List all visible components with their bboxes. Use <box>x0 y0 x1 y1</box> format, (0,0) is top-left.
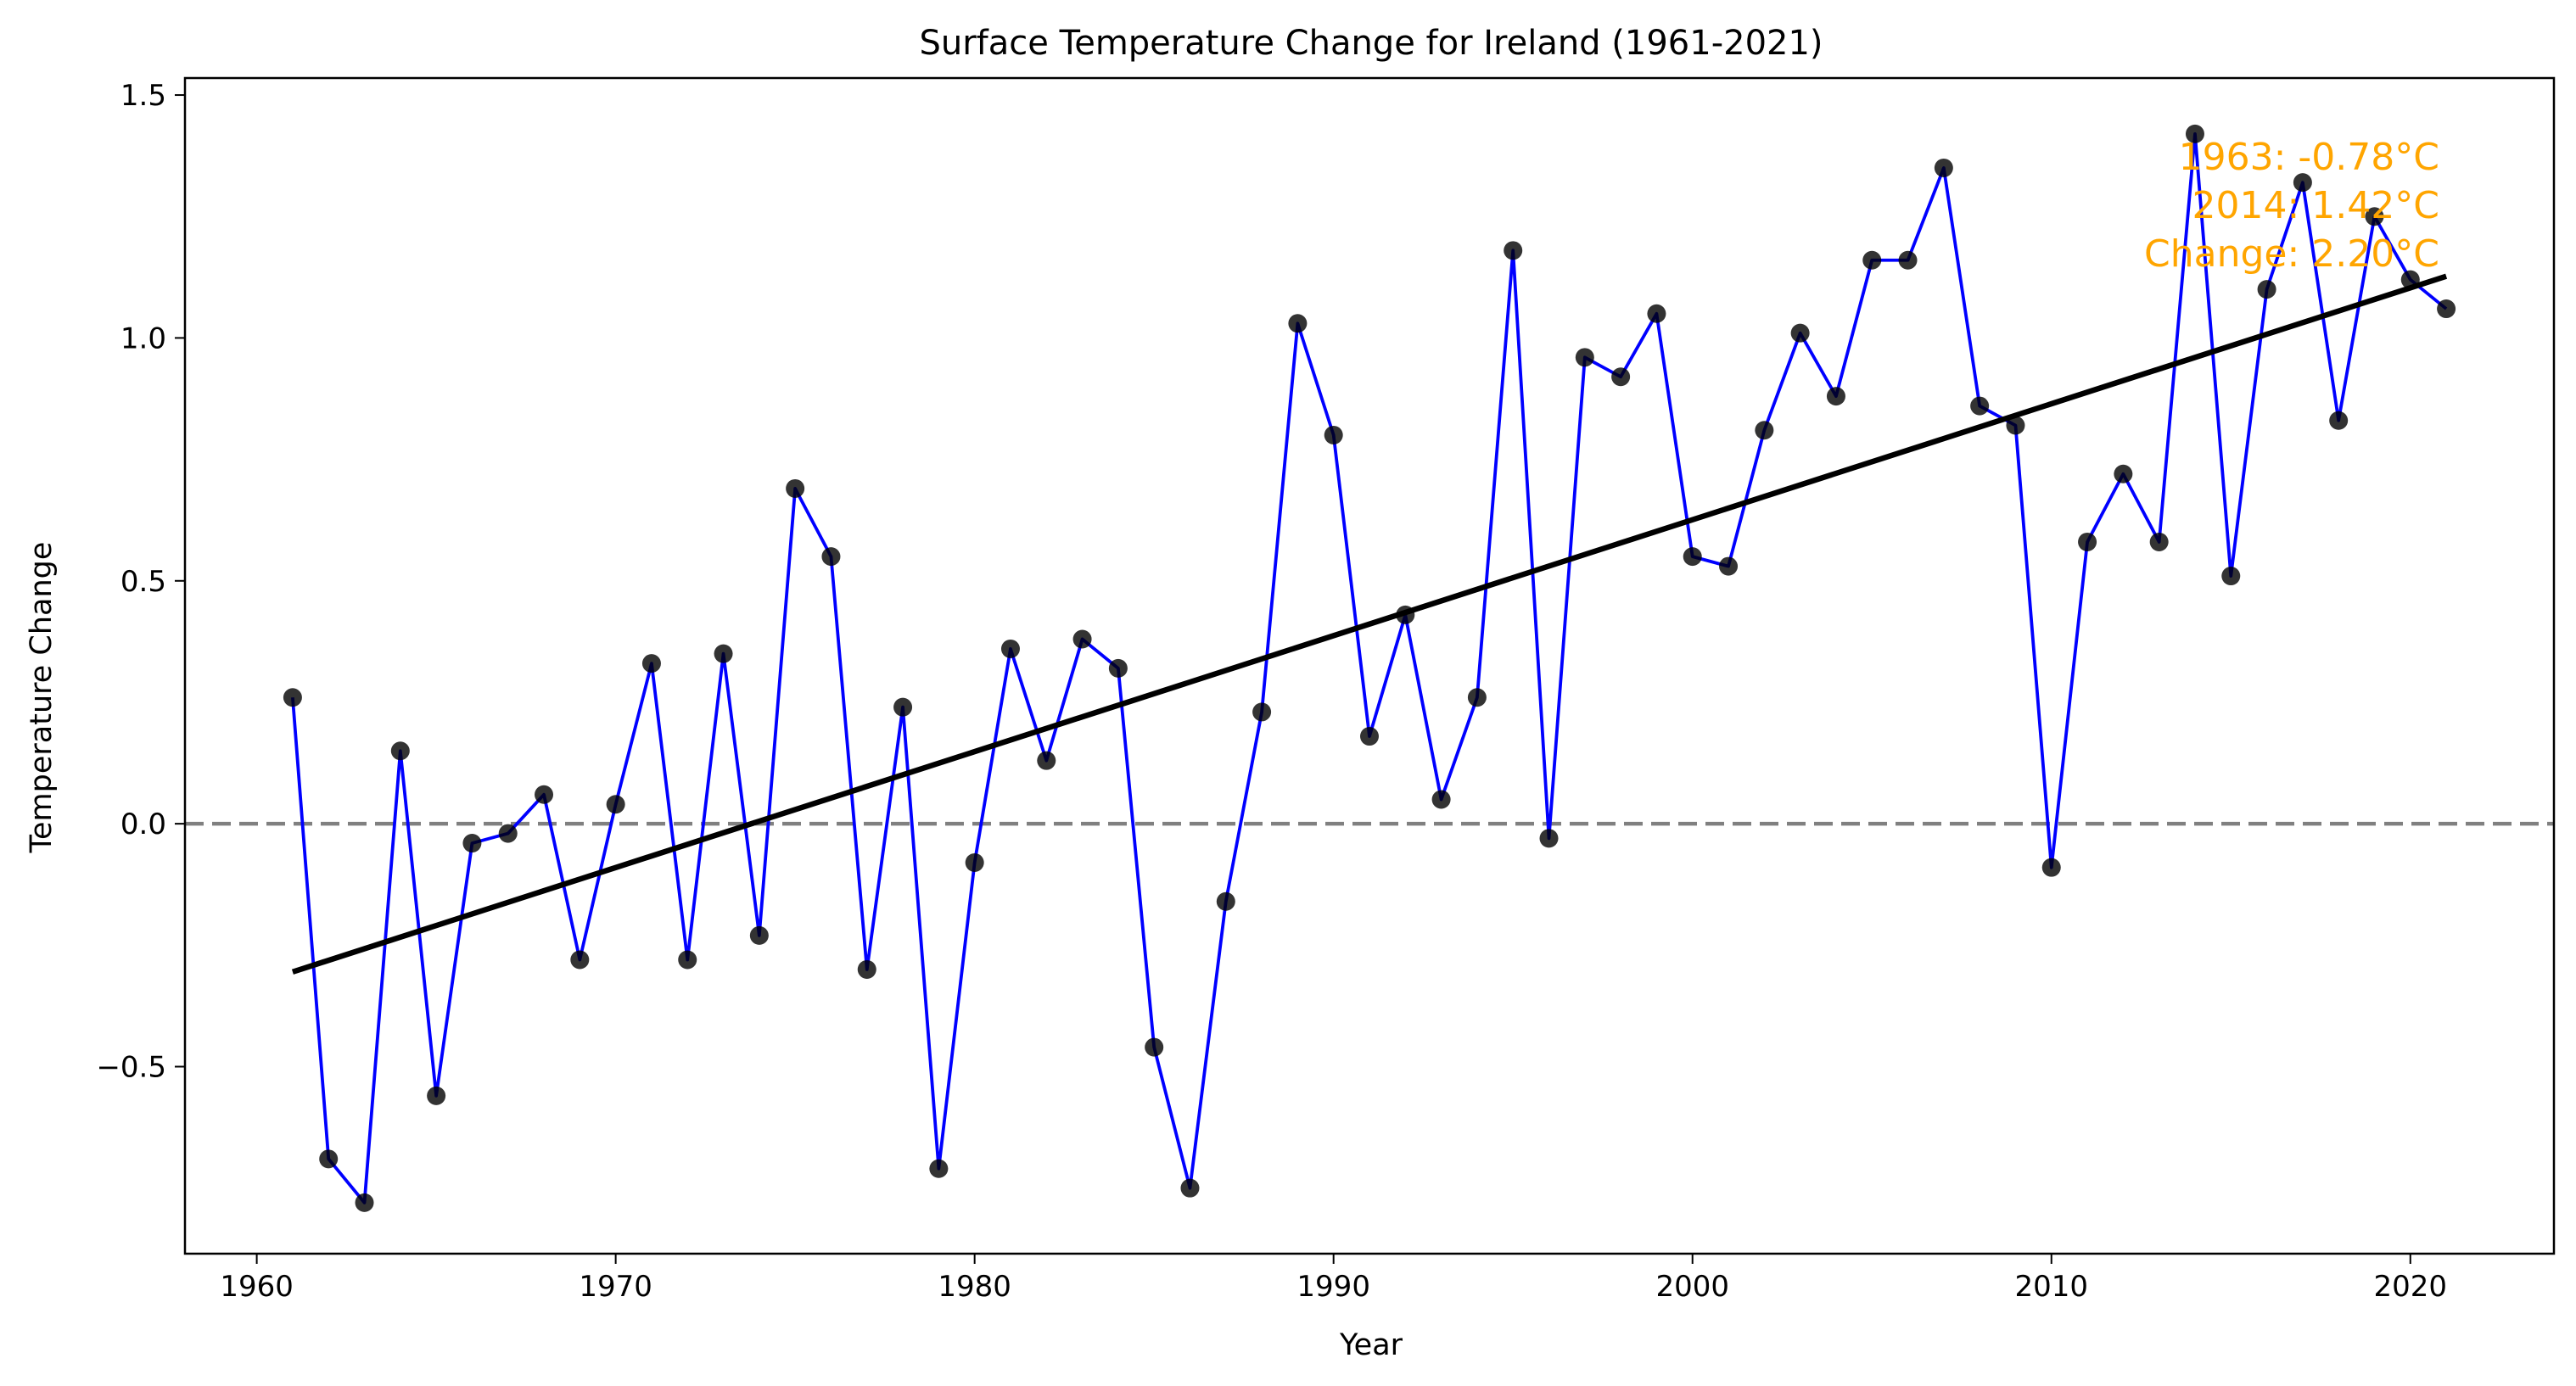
data-point <box>1216 891 1235 911</box>
data-point <box>2329 411 2349 430</box>
annotation-text: 2014: 1.42°C <box>2192 184 2439 227</box>
y-tick-label: −0.5 <box>96 1051 166 1085</box>
data-point <box>1826 387 1845 406</box>
data-point <box>929 1159 949 1178</box>
data-point <box>786 478 805 498</box>
data-point <box>1072 629 1092 649</box>
data-point <box>1611 367 1631 387</box>
x-tick-label: 2010 <box>2014 1270 2088 1304</box>
data-point <box>498 824 518 843</box>
data-point <box>1934 158 1953 177</box>
data-point <box>1108 658 1128 678</box>
x-axis-label: Year <box>1339 1328 1403 1362</box>
data-point <box>355 1193 374 1212</box>
y-tick-label: 1.0 <box>120 321 166 355</box>
plot-frame <box>183 76 2556 1255</box>
x-tick-label: 2020 <box>2374 1270 2448 1304</box>
x-tick-label: 1970 <box>579 1270 652 1304</box>
data-point <box>1000 639 1020 658</box>
data-point <box>2185 124 2204 143</box>
data-point <box>535 785 554 804</box>
data-point <box>2006 416 2025 435</box>
data-point <box>1683 547 1702 567</box>
data-point <box>2114 464 2133 483</box>
data-point <box>1288 314 1308 333</box>
data-point <box>390 741 410 761</box>
data-point <box>2365 207 2384 226</box>
data-point <box>427 1086 446 1105</box>
data-point <box>2221 567 2241 586</box>
data-point <box>1790 323 1810 343</box>
trend-line <box>291 273 2448 975</box>
data-point <box>1396 605 1415 624</box>
data-point <box>965 852 984 872</box>
y-tick-label: 0.5 <box>120 565 166 599</box>
data-point <box>319 1149 339 1169</box>
data-point <box>462 834 482 853</box>
y-tick-label: 0.0 <box>120 808 166 841</box>
data-point <box>714 644 733 663</box>
annotations: 1963: -0.78°C 2014: 1.42°C Change: 2.20°C <box>2144 136 2439 276</box>
x-tick-label: 1960 <box>220 1270 294 1304</box>
data-point <box>1431 790 1451 809</box>
data-point <box>2149 532 2169 551</box>
data-point <box>2041 858 2061 877</box>
data-point <box>857 959 876 979</box>
x-axis-ticks: 1960 1970 1980 1990 2000 2010 2020 <box>220 1254 2447 1304</box>
x-tick-label: 1980 <box>938 1270 1011 1304</box>
data-point <box>1360 727 1379 746</box>
chart-title: Surface Temperature Change for Ireland (… <box>919 24 1823 63</box>
data-point <box>2257 280 2276 299</box>
y-tick-label: 1.5 <box>120 79 166 113</box>
data-point <box>1898 250 1918 270</box>
data-point <box>2078 532 2097 551</box>
data-point <box>1037 751 1056 770</box>
data-point <box>749 925 769 945</box>
data-point <box>606 795 625 814</box>
data-point <box>1467 688 1487 707</box>
data-point <box>570 950 590 970</box>
data-point <box>1145 1037 1164 1057</box>
data-point <box>1970 396 1990 416</box>
data-point <box>1575 348 1594 367</box>
y-axis-label: Temperature Change <box>25 542 59 854</box>
data-point <box>1862 250 1882 270</box>
data-point <box>1504 241 1523 260</box>
y-axis-ticks: −0.5 0.0 0.5 1.0 1.5 <box>96 79 185 1085</box>
data-point <box>641 654 661 673</box>
data-point <box>821 547 841 567</box>
data-point <box>1180 1178 1200 1198</box>
plot-area <box>185 124 2554 1212</box>
data-point <box>893 697 913 717</box>
data-point <box>1252 702 1272 722</box>
annotation-text: Change: 2.20°C <box>2144 232 2439 276</box>
data-point <box>2400 270 2420 289</box>
data-point <box>283 688 302 707</box>
annotation-text: 1963: -0.78°C <box>2179 136 2439 179</box>
data-point <box>1324 425 1343 444</box>
x-tick-label: 1990 <box>1296 1270 1370 1304</box>
data-point <box>2437 299 2456 319</box>
data-point <box>1719 556 1739 576</box>
data-point <box>1755 421 1774 440</box>
data-point <box>1539 829 1559 848</box>
data-point <box>1647 304 1666 323</box>
data-point <box>2293 173 2312 193</box>
x-tick-label: 2000 <box>1655 1270 1729 1304</box>
data-point <box>678 950 697 970</box>
